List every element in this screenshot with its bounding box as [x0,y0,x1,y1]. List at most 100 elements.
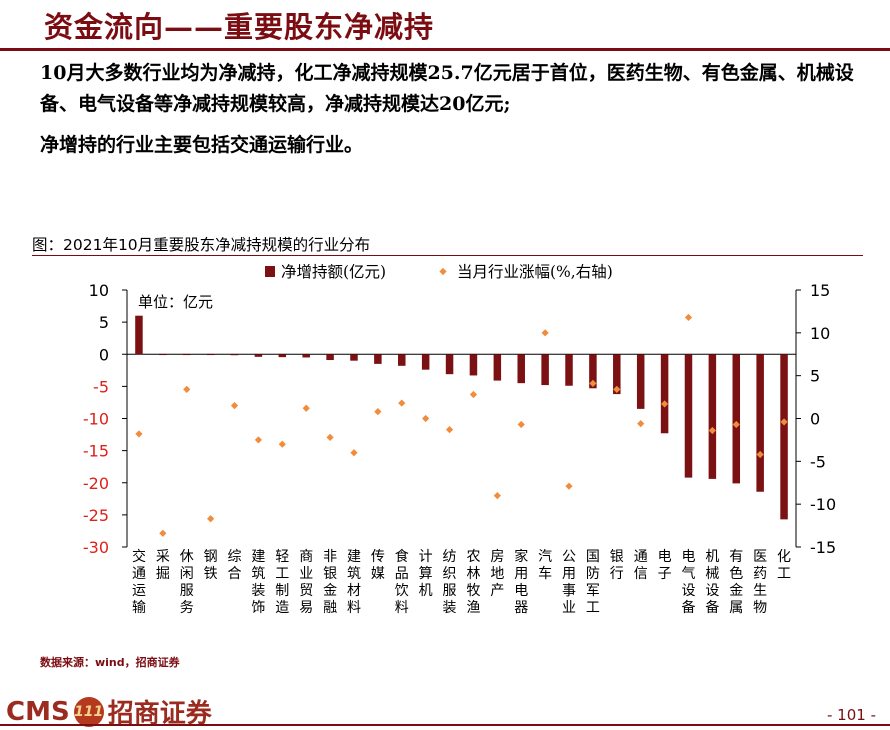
chart-title-divider [32,255,863,256]
right-tick-label: 5 [810,367,820,386]
bar-纺织服装 [445,354,454,375]
category-label: 交通运输 [132,548,146,616]
left-tick-label: -15 [83,442,109,461]
right-tick-label: 0 [810,410,820,429]
point-电气设备 [684,313,693,322]
bar-医药生物 [756,354,764,492]
bar-汽车 [541,354,549,386]
point-钢铁 [207,515,215,523]
category-label: 通信 [634,549,648,582]
category-label: 汽车 [538,549,552,582]
data-source: 数据来源：wind，招商证券 [40,656,180,669]
point-农林牧渔 [469,390,478,399]
point-轻工制造 [278,440,286,448]
left-tick-label: -30 [83,538,109,557]
left-tick-label: -20 [83,474,109,493]
left-tick-label: 0 [99,345,109,364]
point-机械设备 [708,426,716,435]
bar-采掘 [159,354,167,356]
point-公用事业 [565,482,573,490]
point-通信 [637,420,645,428]
logo-text: CMS [6,696,70,727]
legend-swatch-point [439,267,447,276]
footer-divider [0,724,890,726]
bar-建筑材料 [350,354,358,361]
category-label: 纺织服装 [443,549,457,616]
bar-化工 [780,354,788,520]
category-label: 电子 [658,549,672,582]
category-label: 银行 [610,549,624,582]
bar-电子 [660,354,669,434]
point-传媒 [374,408,382,416]
category-label: 国防军工 [586,549,600,616]
summary-paragraph-1: 10月大多数行业均为净减持，化工净减持规模25.7亿元居于首位，医药生物、有色金… [40,62,854,115]
bar-传媒 [374,354,382,364]
category-label: 农林牧渔 [466,549,480,616]
category-label: 计算机 [419,549,433,599]
point-建筑材料 [350,449,358,457]
point-综合 [230,402,239,410]
left-tick-label: -10 [83,410,109,429]
category-label: 电气设备 [681,549,695,616]
bar-通信 [636,354,645,409]
bar-电气设备 [684,354,693,478]
point-休闲服务 [183,385,191,393]
bar-国防军工 [589,354,597,389]
unit-label: 单位：亿元 [138,293,213,311]
left-tick-label: 10 [89,281,109,300]
category-label: 房地产 [490,549,504,599]
bar-钢铁 [206,354,215,356]
category-label: 采掘 [156,549,170,582]
point-家用电器 [517,420,525,429]
point-建筑装饰 [254,436,263,444]
page-number: - 101 - [827,706,876,724]
bar-公用事业 [565,354,573,386]
point-纺织服装 [445,426,454,434]
category-label: 有色金属 [729,549,743,616]
left-tick-label: -5 [93,377,109,396]
category-label: 传媒 [371,549,385,582]
bar-机械设备 [708,354,717,479]
point-计算机 [422,414,430,423]
category-label: 家用电器 [514,548,528,616]
bar-银行 [613,354,621,395]
category-label: 综合 [228,549,242,582]
bar-农林牧渔 [469,354,478,376]
category-label: 钢铁 [204,549,218,582]
bar-计算机 [421,354,430,370]
category-label: 化工 [777,549,791,582]
category-label: 建筑装饰 [251,549,265,616]
title-divider [0,48,890,51]
right-tick-label: 15 [810,281,830,300]
bar-食品饮料 [398,354,406,366]
category-label: 医药生物 [753,549,767,616]
bar-轻工制造 [278,354,287,358]
legend-label-point: 当月行业涨幅(%,右轴) [457,263,613,281]
bar-非银金融 [326,354,334,361]
bar-交通运输 [135,315,143,355]
point-非银金融 [326,433,334,441]
point-商业贸易 [302,404,310,412]
category-label: 轻工制造 [275,549,289,616]
summary-paragraph-2: 净增持的行业主要包括交通运输行业。 [40,134,364,156]
point-汽车 [541,329,549,337]
point-采掘 [159,529,167,537]
legend-swatch-bar [265,266,275,277]
category-label: 非银金融 [323,549,337,616]
right-tick-label: -15 [810,538,836,557]
left-tick-label: 5 [99,313,109,332]
category-label: 公用事业 [562,549,576,616]
slide-title: 资金流向——重要股东净减持 [44,10,435,44]
bar-家用电器 [517,354,525,384]
category-label: 食品饮料 [395,548,409,616]
category-label: 商业贸易 [299,549,313,616]
point-房地产 [493,492,501,500]
bar-商业贸易 [302,354,310,358]
logo-mark-icon: 111 [73,696,104,727]
bar-有色金属 [732,354,741,484]
category-label: 休闲服务 [180,549,194,616]
category-label: 建筑材料 [347,549,361,616]
legend-label-bar: 净增持额(亿元) [281,263,386,281]
chart-title: 图：2021年10月重要股东净减持规模的行业分布 [32,236,371,254]
summary-text: 10月大多数行业均为净减持，化工净减持规模25.7亿元居于首位，医药生物、有色金… [40,58,875,171]
